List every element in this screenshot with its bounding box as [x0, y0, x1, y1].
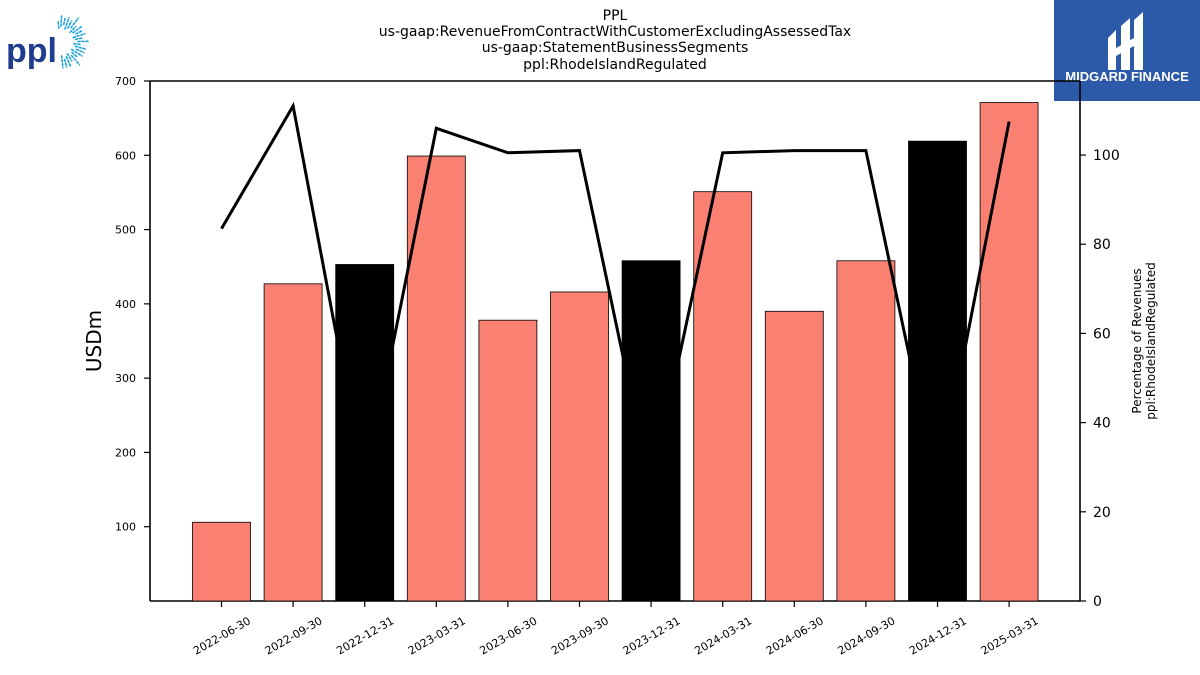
y-left-tick-label: 600 — [115, 149, 136, 162]
bar-2024-06-30 — [764, 310, 824, 602]
bar-2025-03-31 — [979, 102, 1039, 602]
x-tick-label: 2022-09-30 — [263, 614, 325, 657]
x-tick-label: 2024-09-30 — [836, 614, 898, 657]
x-tick-label: 2023-03-31 — [406, 614, 468, 657]
percentage-line — [220, 101, 1011, 490]
x-tick-label: 2024-03-31 — [692, 614, 754, 657]
midgard-logo-text: MIDGARD FINANCE — [1065, 69, 1189, 84]
title-line-1: PPL — [603, 8, 628, 24]
x-tick-label: 2024-12-31 — [907, 614, 969, 657]
bar-2023-06-30 — [478, 319, 538, 602]
bar-2024-12-31 — [908, 140, 967, 602]
y-left-tick-label: 500 — [115, 224, 136, 237]
y-axis-left-ticks: 100 200 300 400 500 600 700 — [115, 75, 150, 534]
y-axis-right-ticks: 0 20 40 60 80 100 — [1080, 148, 1120, 610]
x-tick-label: 2024-06-30 — [764, 614, 826, 657]
y-right-tick-label: 0 — [1093, 594, 1102, 610]
x-tick-label: 2022-06-30 — [191, 614, 253, 657]
ppl-rays-icon — [57, 13, 91, 69]
x-axis-ticks: 2022-06-30 2022-09-30 2022-12-31 2023-03-31… — [191, 601, 1041, 658]
bar-2023-09-30 — [550, 291, 609, 602]
chart-title: PPL us-gaap:RevenueFromContractWithCusto… — [379, 8, 851, 73]
bar-2022-12-31 — [335, 264, 395, 602]
ppl-logo: ppl — [6, 13, 91, 70]
y-left-tick-label: 400 — [115, 298, 136, 311]
y-right-tick-label: 20 — [1093, 505, 1111, 521]
ppl-logo-text: ppl — [6, 32, 57, 70]
y-left-tick-label: 700 — [115, 75, 136, 88]
title-line-2: us-gaap:RevenueFromContractWithCustomerE… — [379, 24, 851, 40]
x-tick-label: 2022-12-31 — [334, 614, 396, 657]
midgard-logo-icon — [1108, 12, 1143, 70]
title-line-3: us-gaap:StatementBusinessSegments — [482, 40, 749, 56]
y-left-tick-label: 300 — [115, 372, 136, 385]
line-series — [220, 101, 1011, 490]
x-tick-label: 2023-09-30 — [549, 614, 611, 657]
x-tick-label: 2023-12-31 — [621, 614, 683, 657]
y-right-tick-label: 60 — [1093, 326, 1111, 342]
x-tick-label: 2023-06-30 — [478, 614, 540, 657]
title-line-4: ppl:RhodeIslandRegulated — [523, 57, 707, 73]
y-right-tick-label: 40 — [1093, 416, 1111, 432]
bar-2022-09-30 — [263, 283, 323, 602]
bar-2024-03-31 — [693, 191, 753, 602]
midgard-logo: MIDGARD FINANCE — [1054, 0, 1200, 101]
y-axis-right-label: Percentage of Revenuesppl:RhodeIslandReg… — [1130, 262, 1158, 419]
bar-series — [192, 102, 1039, 602]
y-left-tick-label: 100 — [115, 521, 136, 534]
y-right-tick-label: 80 — [1093, 237, 1111, 253]
x-tick-label: 2025-03-31 — [979, 614, 1041, 657]
y-axis-left-label: USDm — [82, 310, 106, 372]
bar-2024-09-30 — [836, 260, 896, 602]
bar-2023-12-31 — [621, 260, 681, 602]
bar-2022-06-30 — [192, 521, 251, 602]
y-left-tick-label: 200 — [115, 446, 136, 459]
y-right-tick-label: 100 — [1093, 148, 1120, 164]
